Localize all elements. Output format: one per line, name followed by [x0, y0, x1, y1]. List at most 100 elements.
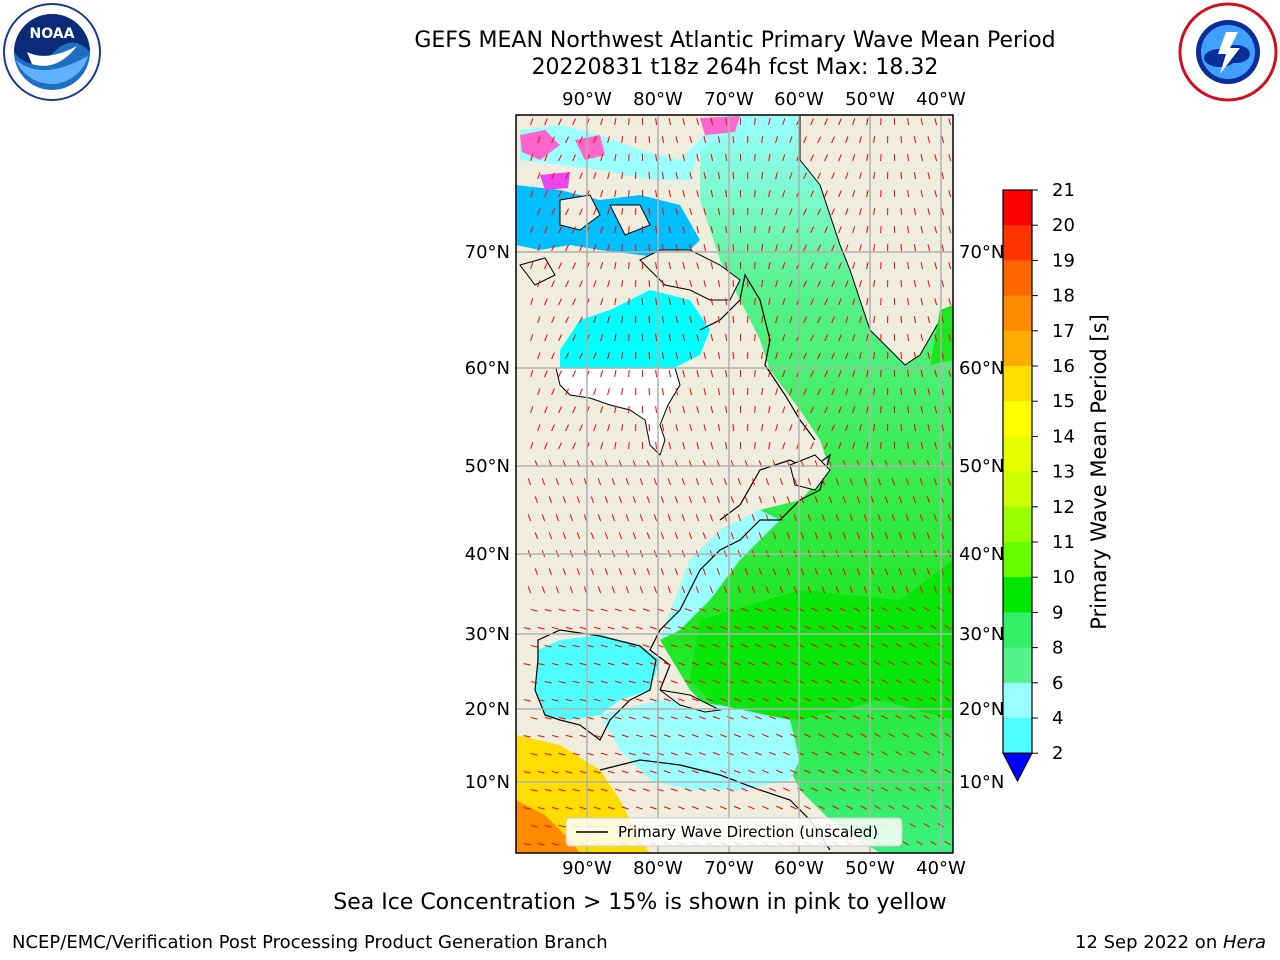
wave-arrow [530, 789, 538, 792]
wave-arrow [600, 370, 604, 378]
wave-arrow [807, 586, 812, 594]
wave-arrow [860, 805, 867, 810]
wave-arrow [696, 154, 700, 162]
wave-arrow [572, 298, 576, 306]
wave-arrow [761, 352, 764, 360]
wave-arrow [923, 822, 930, 828]
wave-arrow [642, 752, 650, 756]
wave-arrow [740, 787, 748, 792]
wave-arrow [772, 496, 777, 504]
wave-arrow [684, 788, 692, 792]
wave-arrow [593, 244, 597, 252]
wave-arrow [698, 680, 706, 684]
wave-arrow [880, 297, 882, 306]
wave-arrow [655, 225, 658, 234]
wave-arrow [607, 734, 615, 738]
colorbar-tick-label: 14 [1052, 426, 1075, 447]
wave-arrow [786, 532, 791, 540]
wave-arrow [761, 280, 764, 288]
wave-arrow [852, 154, 856, 162]
wave-arrow [747, 769, 755, 774]
wave-arrow [852, 442, 856, 450]
wave-arrow [689, 280, 693, 288]
wave-arrow [655, 441, 658, 450]
wave-arrow [930, 624, 937, 630]
wave-arrow [874, 661, 881, 666]
wave-arrow [732, 171, 735, 180]
wave-arrow [754, 607, 762, 612]
wave-arrow [648, 423, 651, 432]
wave-arrow [852, 298, 856, 306]
wave-arrow [920, 442, 924, 450]
wave-arrow [544, 226, 548, 234]
wave-arrow [814, 532, 819, 540]
wave-arrow [611, 586, 616, 594]
wave-arrow [682, 118, 686, 126]
wave-arrow [668, 406, 672, 414]
wave-arrow [907, 334, 910, 342]
wave-arrow [695, 478, 700, 486]
wave-arrow [530, 298, 534, 306]
wave-arrow [569, 478, 574, 486]
wave-arrow [730, 496, 735, 504]
wave-arrow [881, 715, 888, 720]
wave-arrow [726, 751, 734, 756]
wave-arrow [824, 442, 828, 450]
wave-arrow [600, 788, 608, 792]
wave-arrow [614, 190, 617, 198]
arctic-island [559, 194, 601, 231]
wave-arrow [835, 514, 840, 522]
legend-label: Primary Wave Direction (unscaled) [618, 823, 878, 841]
wave-arrow [732, 207, 735, 216]
wave-arrow [691, 770, 699, 774]
wave-arrow [558, 442, 562, 450]
wave-arrow [783, 679, 790, 684]
wave-arrow [870, 568, 875, 576]
wave-arrow [725, 225, 728, 234]
wave-arrow [740, 607, 748, 612]
wave-arrow [838, 406, 842, 414]
wave-arrow [866, 370, 869, 378]
wave-arrow [635, 662, 643, 666]
wave-arrow [579, 698, 587, 702]
wave-arrow [852, 406, 856, 414]
wave-arrow [534, 532, 539, 540]
wave-arrow [558, 788, 566, 792]
wave-arrow [725, 297, 728, 306]
wave-arrow [776, 625, 783, 630]
wave-arrow [856, 496, 861, 504]
wave-arrow [849, 586, 854, 594]
wave-arrow [948, 406, 952, 414]
wave-arrow [845, 424, 849, 432]
wave-arrow [551, 698, 559, 702]
wave-arrow [880, 153, 882, 162]
wave-arrow [873, 315, 876, 324]
wave-arrow [527, 586, 532, 594]
wave-arrow [530, 154, 534, 162]
wave-arrow [913, 244, 917, 252]
wave-arrow [710, 334, 714, 342]
wave-arrow [668, 334, 672, 342]
wave-arrow [733, 697, 741, 702]
wave-arrow [537, 388, 541, 396]
wave-arrow [551, 136, 555, 144]
wave-arrow [934, 154, 938, 162]
wave-arrow [732, 387, 735, 396]
wave-arrow [668, 154, 672, 162]
wave-arrow [725, 189, 728, 198]
wave-arrow [600, 716, 608, 720]
wave-arrow [853, 607, 860, 612]
wave-arrow [593, 208, 597, 216]
wave-arrow [874, 697, 881, 702]
colorbar-tick-label: 8 [1052, 638, 1063, 659]
wave-arrow [941, 244, 945, 252]
wave-arrow [635, 770, 643, 774]
wave-arrow [877, 478, 882, 486]
wave-arrow [691, 698, 699, 702]
wave-arrow [537, 424, 541, 432]
wave-arrow [572, 716, 580, 720]
wave-arrow [530, 717, 538, 720]
wave-arrow [682, 154, 686, 162]
wave-arrow [900, 387, 903, 396]
wave-arrow [902, 769, 909, 774]
